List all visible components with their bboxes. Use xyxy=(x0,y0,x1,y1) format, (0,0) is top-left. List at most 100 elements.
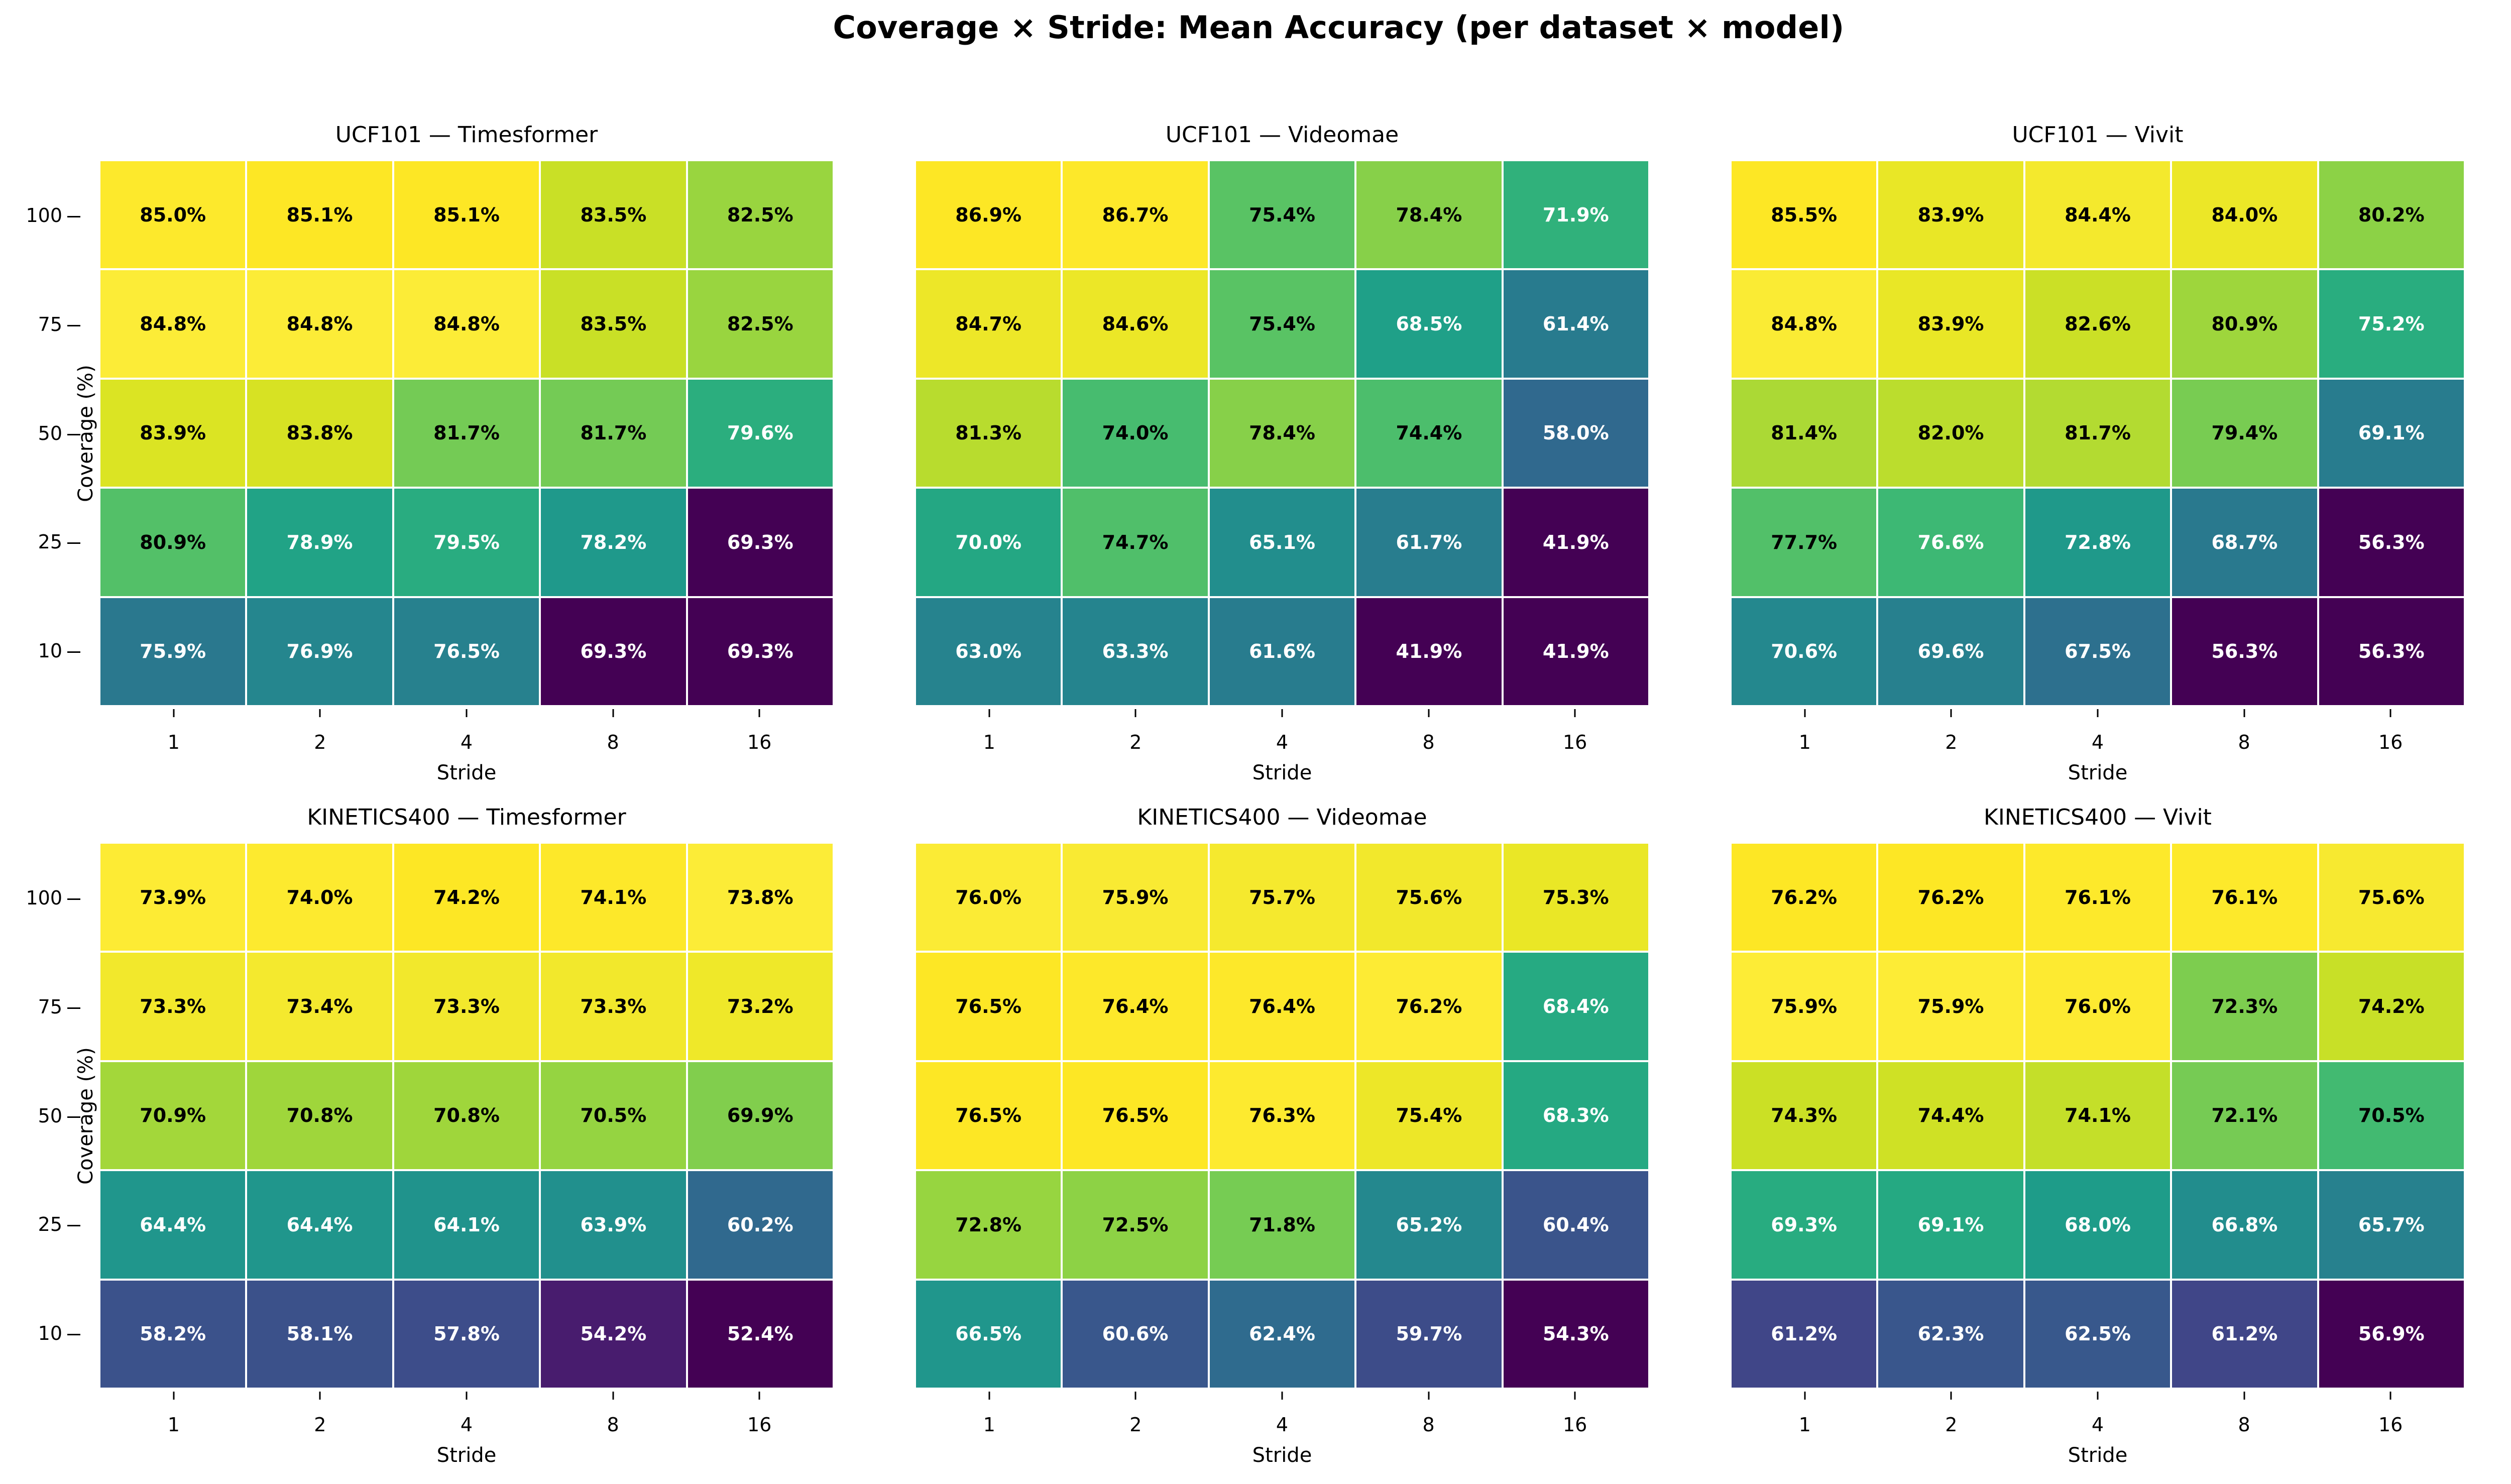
y-tick-mark xyxy=(67,651,80,653)
heatmap-cell: 74.7% xyxy=(1063,489,1208,596)
heatmap-cell: 76.1% xyxy=(2172,844,2317,951)
heatmap-cells: 86.9% 86.7% 75.4% 78.4% 71.9% 84.7% 84.6% 75.4%… xyxy=(916,161,1648,705)
y-tick-mark xyxy=(67,216,80,218)
page-title: Coverage × Stride: Mean Accuracy (per da… xyxy=(833,9,1845,46)
heatmap-cell: 80.2% xyxy=(2319,161,2464,269)
x-tick-mark xyxy=(2243,709,2245,717)
heatmap-cell: 70.6% xyxy=(1732,598,1877,705)
y-tick-label: 25 xyxy=(20,1213,80,1235)
x-tick-label: 16 xyxy=(1563,1414,1587,1436)
heatmap-cell: 83.5% xyxy=(541,270,686,378)
x-tick-mark xyxy=(988,1392,990,1400)
heatmap-cells: 76.0% 75.9% 75.7% 75.6% 75.3% 76.5% 76.4% 76.4%… xyxy=(916,844,1648,1388)
heatmap-cell: 73.3% xyxy=(100,953,246,1060)
heatmap-cell: 75.2% xyxy=(2319,270,2464,378)
heatmap-grid: 85.0% 85.1% 85.1% 83.5% 82.5% 84.8% 84.8% 84.8%… xyxy=(100,161,833,705)
heatmap-cell: 74.0% xyxy=(247,844,392,951)
heatmap-cell: 75.4% xyxy=(1209,270,1355,378)
x-tick-mark xyxy=(2389,709,2391,717)
panel-title: UCF101 — Timesformer xyxy=(335,122,598,148)
x-axis-label: Stride xyxy=(1252,1444,1312,1467)
heatmap-cell: 69.1% xyxy=(1878,1171,2023,1279)
panel-title: KINETICS400 — Timesformer xyxy=(307,805,626,830)
heatmap-cells: 85.5% 83.9% 84.4% 84.0% 80.2% 84.8% 83.9% 82.6%… xyxy=(1732,161,2464,705)
x-tick-label: 8 xyxy=(2238,1414,2250,1436)
heatmap-cell: 70.5% xyxy=(541,1062,686,1170)
x-tick-label: 2 xyxy=(1945,731,1958,753)
heatmap-cell: 72.8% xyxy=(916,1171,1061,1279)
heatmap-cell: 82.5% xyxy=(688,270,833,378)
heatmap-cell: 68.7% xyxy=(2172,489,2317,596)
heatmap-cell: 74.3% xyxy=(1732,1062,1877,1170)
heatmap-cell: 78.2% xyxy=(541,489,686,596)
x-tick-mark xyxy=(466,1392,468,1400)
heatmap-cell: 65.2% xyxy=(1356,1171,1502,1279)
x-tick-label: 8 xyxy=(607,1414,619,1436)
heatmap-cell: 56.3% xyxy=(2319,489,2464,596)
heatmap-cell: 80.9% xyxy=(100,489,246,596)
heatmap-cell: 69.1% xyxy=(2319,379,2464,487)
heatmap-cell: 64.4% xyxy=(100,1171,246,1279)
x-tick-label: 16 xyxy=(747,1414,772,1436)
x-tick-mark xyxy=(2389,1392,2391,1400)
heatmap-cell: 83.8% xyxy=(247,379,392,487)
y-tick-mark xyxy=(67,1333,80,1335)
x-tick-label: 1 xyxy=(167,731,180,753)
y-tick-mark xyxy=(67,542,80,544)
heatmap-cells: 73.9% 74.0% 74.2% 74.1% 73.8% 73.3% 73.4% 73.3%… xyxy=(100,844,833,1388)
heatmap-cell: 83.9% xyxy=(1878,161,2023,269)
x-tick-mark xyxy=(1428,1392,1430,1400)
heatmap-cell: 41.9% xyxy=(1503,489,1648,596)
panel-title: UCF101 — Videomae xyxy=(1165,122,1399,148)
heatmap-cell: 75.4% xyxy=(1209,161,1355,269)
heatmap-cell: 72.5% xyxy=(1063,1171,1208,1279)
heatmap-cell: 86.9% xyxy=(916,161,1061,269)
heatmap-cell: 61.4% xyxy=(1503,270,1648,378)
y-tick-text: 50 xyxy=(38,1104,62,1127)
heatmap-cell: 58.2% xyxy=(100,1280,246,1388)
panel-title: KINETICS400 — Videomae xyxy=(1137,805,1427,830)
x-tick-label: 1 xyxy=(983,1414,995,1436)
heatmap-cell: 76.9% xyxy=(247,598,392,705)
heatmap-cell: 73.3% xyxy=(394,953,539,1060)
x-tick-mark xyxy=(758,709,760,717)
heatmap-cell: 76.5% xyxy=(916,1062,1061,1170)
heatmap-cell: 41.9% xyxy=(1503,598,1648,705)
heatmap-cell: 81.4% xyxy=(1732,379,1877,487)
heatmap-cell: 64.1% xyxy=(394,1171,539,1279)
y-tick-label: 75 xyxy=(20,996,80,1018)
heatmap-cell: 84.8% xyxy=(247,270,392,378)
heatmap-cell: 52.4% xyxy=(688,1280,833,1388)
heatmap-cell: 76.0% xyxy=(916,844,1061,951)
x-tick-label: 16 xyxy=(1563,731,1587,753)
heatmap-cell: 84.7% xyxy=(916,270,1061,378)
heatmap-cell: 57.8% xyxy=(394,1280,539,1388)
heatmap-cell: 63.3% xyxy=(1063,598,1208,705)
y-tick-mark xyxy=(67,433,80,435)
heatmap-cell: 74.4% xyxy=(1878,1062,2023,1170)
heatmap-cell: 79.6% xyxy=(688,379,833,487)
heatmap-cell: 73.2% xyxy=(688,953,833,1060)
x-tick-mark xyxy=(2097,709,2099,717)
y-tick-text: 100 xyxy=(26,204,62,227)
heatmap-cell: 75.4% xyxy=(1356,1062,1502,1170)
x-tick-label: 1 xyxy=(167,1414,180,1436)
x-tick-mark xyxy=(2243,1392,2245,1400)
heatmap-cell: 72.3% xyxy=(2172,953,2317,1060)
heatmap-cell: 73.8% xyxy=(688,844,833,951)
heatmap-cell: 76.4% xyxy=(1063,953,1208,1060)
x-tick-label: 1 xyxy=(983,731,995,753)
x-tick-label: 4 xyxy=(2091,731,2104,753)
heatmap-cell: 73.9% xyxy=(100,844,246,951)
x-tick-label: 2 xyxy=(1129,1414,1142,1436)
x-tick-label: 8 xyxy=(1422,731,1435,753)
heatmap-cell: 85.1% xyxy=(247,161,392,269)
x-tick-label: 16 xyxy=(2378,731,2403,753)
x-tick-label: 1 xyxy=(1798,1414,1811,1436)
y-tick-label: 10 xyxy=(20,640,80,662)
x-tick-mark xyxy=(1281,709,1283,717)
heatmap-cell: 74.2% xyxy=(394,844,539,951)
